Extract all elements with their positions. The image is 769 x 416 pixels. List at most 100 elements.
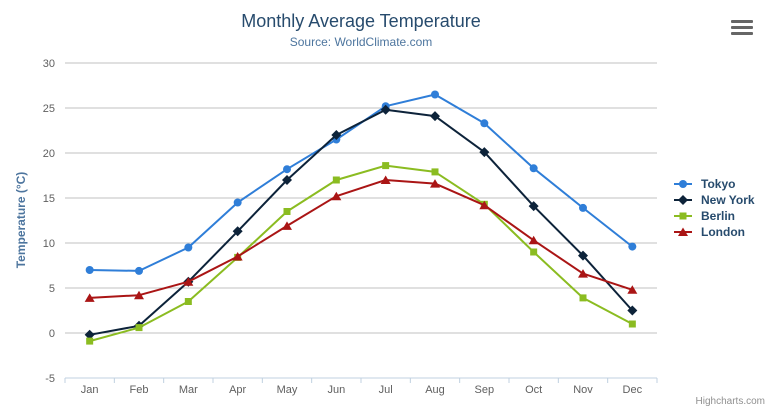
berlin-square-marker[interactable] — [283, 208, 291, 215]
legend-item-tokyo[interactable]: Tokyo — [674, 176, 755, 192]
y-tick-label: 5 — [49, 283, 55, 295]
london-triangle-marker[interactable] — [183, 277, 194, 286]
legend-label: New York — [701, 193, 755, 207]
tokyo-circle-marker[interactable] — [628, 242, 637, 251]
london-legend-marker — [674, 227, 692, 236]
y-tick-label: 15 — [43, 193, 55, 205]
new-york-legend-symbol — [678, 195, 688, 205]
berlin-line[interactable] — [88, 164, 634, 343]
london-triangle-marker[interactable] — [282, 221, 292, 230]
hamburger-menu-icon — [731, 32, 753, 35]
y-tick-label: 20 — [43, 148, 55, 160]
berlin-square-marker[interactable] — [332, 176, 340, 184]
berlin-square-marker[interactable] — [86, 337, 94, 345]
london-triangle-marker[interactable] — [479, 200, 490, 210]
tokyo-circle-marker[interactable] — [135, 266, 143, 275]
y-tick-label: 0 — [49, 328, 55, 340]
berlin-square-marker[interactable] — [135, 324, 143, 332]
legend-label: London — [701, 225, 745, 239]
y-tick-label: 10 — [43, 238, 55, 250]
series-london[interactable] — [84, 175, 638, 302]
berlin-legend-symbol — [679, 212, 687, 220]
tokyo-circle-marker[interactable] — [529, 164, 538, 173]
y-axis-title: Temperature (°C) — [14, 172, 28, 269]
tokyo-legend-marker — [674, 180, 692, 188]
x-tick-label: Sep — [475, 384, 495, 396]
london-triangle-marker[interactable] — [331, 191, 342, 201]
legend: Tokyo New York Berlin London — [674, 176, 755, 240]
new-york-diamond-marker[interactable] — [578, 250, 588, 261]
tokyo-circle-marker[interactable] — [184, 243, 193, 252]
hamburger-menu-icon — [731, 20, 753, 23]
tokyo-circle-marker[interactable] — [283, 165, 291, 174]
y-tick-label: -5 — [45, 373, 55, 385]
legend-item-berlin[interactable]: Berlin — [674, 208, 755, 224]
berlin-square-marker[interactable] — [530, 248, 538, 256]
london-legend-symbol — [678, 227, 688, 236]
x-tick-label: Aug — [425, 384, 445, 396]
hamburger-menu-icon — [731, 26, 753, 29]
x-tick-label: Oct — [525, 384, 542, 396]
new-york-line[interactable] — [88, 108, 634, 336]
london-triangle-marker[interactable] — [578, 269, 588, 278]
london-triangle-marker[interactable] — [430, 179, 440, 188]
london-triangle-marker[interactable] — [84, 293, 95, 302]
series-tokyo[interactable] — [85, 90, 637, 275]
new-york-diamond-marker[interactable] — [232, 226, 243, 237]
grid-lines — [65, 62, 657, 334]
x-tick-label: May — [277, 384, 298, 396]
new-york-diamond-marker[interactable] — [282, 175, 292, 185]
new-york-diamond-marker[interactable] — [380, 104, 391, 115]
berlin-square-marker[interactable] — [184, 298, 192, 305]
x-tick-label: Mar — [179, 384, 198, 396]
london-triangle-marker[interactable] — [528, 235, 539, 245]
london-triangle-marker[interactable] — [232, 252, 243, 261]
tokyo-circle-marker[interactable] — [480, 119, 489, 128]
x-tick-label: Jun — [327, 384, 345, 396]
london-triangle-marker[interactable] — [380, 175, 391, 185]
x-tick-label: Nov — [573, 384, 593, 396]
new-york-diamond-marker[interactable] — [84, 329, 95, 340]
new-york-diamond-marker[interactable] — [430, 111, 440, 122]
tokyo-circle-marker[interactable] — [233, 198, 242, 207]
tokyo-circle-marker[interactable] — [85, 266, 94, 274]
y-tick-label: 25 — [43, 103, 55, 115]
chart-subtitle: Source: WorldClimate.com — [289, 35, 433, 49]
series-new-york[interactable] — [84, 104, 638, 340]
y-tick-label: 30 — [43, 58, 55, 70]
london-triangle-marker[interactable] — [627, 285, 638, 294]
x-tick-label: Jul — [379, 384, 393, 396]
new-york-legend-marker — [674, 195, 692, 205]
london-line[interactable] — [88, 179, 634, 299]
new-york-diamond-marker[interactable] — [627, 305, 638, 316]
export-menu-button[interactable] — [731, 20, 753, 35]
london-triangle-marker[interactable] — [134, 290, 144, 300]
new-york-diamond-marker[interactable] — [479, 147, 490, 158]
credits-link[interactable]: Highcharts.com — [695, 396, 765, 407]
legend-item-new-york[interactable]: New York — [674, 192, 755, 208]
x-tick-label: Feb — [130, 384, 149, 396]
tokyo-line[interactable] — [88, 93, 634, 272]
new-york-diamond-marker[interactable] — [331, 130, 342, 140]
tokyo-circle-marker[interactable] — [431, 90, 439, 99]
berlin-square-marker[interactable] — [431, 168, 439, 176]
chart-title: Monthly Average Temperature — [241, 11, 481, 31]
x-tick-label: Apr — [229, 384, 246, 396]
tokyo-circle-marker[interactable] — [579, 203, 587, 212]
tokyo-legend-symbol — [679, 180, 687, 188]
berlin-square-marker[interactable] — [579, 294, 587, 302]
series-berlin[interactable] — [86, 162, 636, 345]
new-york-diamond-marker[interactable] — [528, 201, 539, 212]
berlin-square-marker[interactable] — [382, 162, 390, 170]
x-tick-label: Jan — [81, 384, 99, 396]
x-tick-label: Dec — [623, 384, 643, 396]
legend-label: Berlin — [701, 209, 736, 223]
legend-label: Tokyo — [701, 177, 736, 191]
berlin-square-marker[interactable] — [628, 320, 636, 328]
y-axis-labels: -5 0 5 10 15 20 25 30 — [43, 58, 55, 385]
berlin-legend-marker — [674, 212, 692, 220]
legend-item-london[interactable]: London — [674, 224, 755, 240]
x-axis: Jan Feb Mar Apr May Jun Jul Aug Sep Oct Nov Dec — [64, 377, 658, 396]
